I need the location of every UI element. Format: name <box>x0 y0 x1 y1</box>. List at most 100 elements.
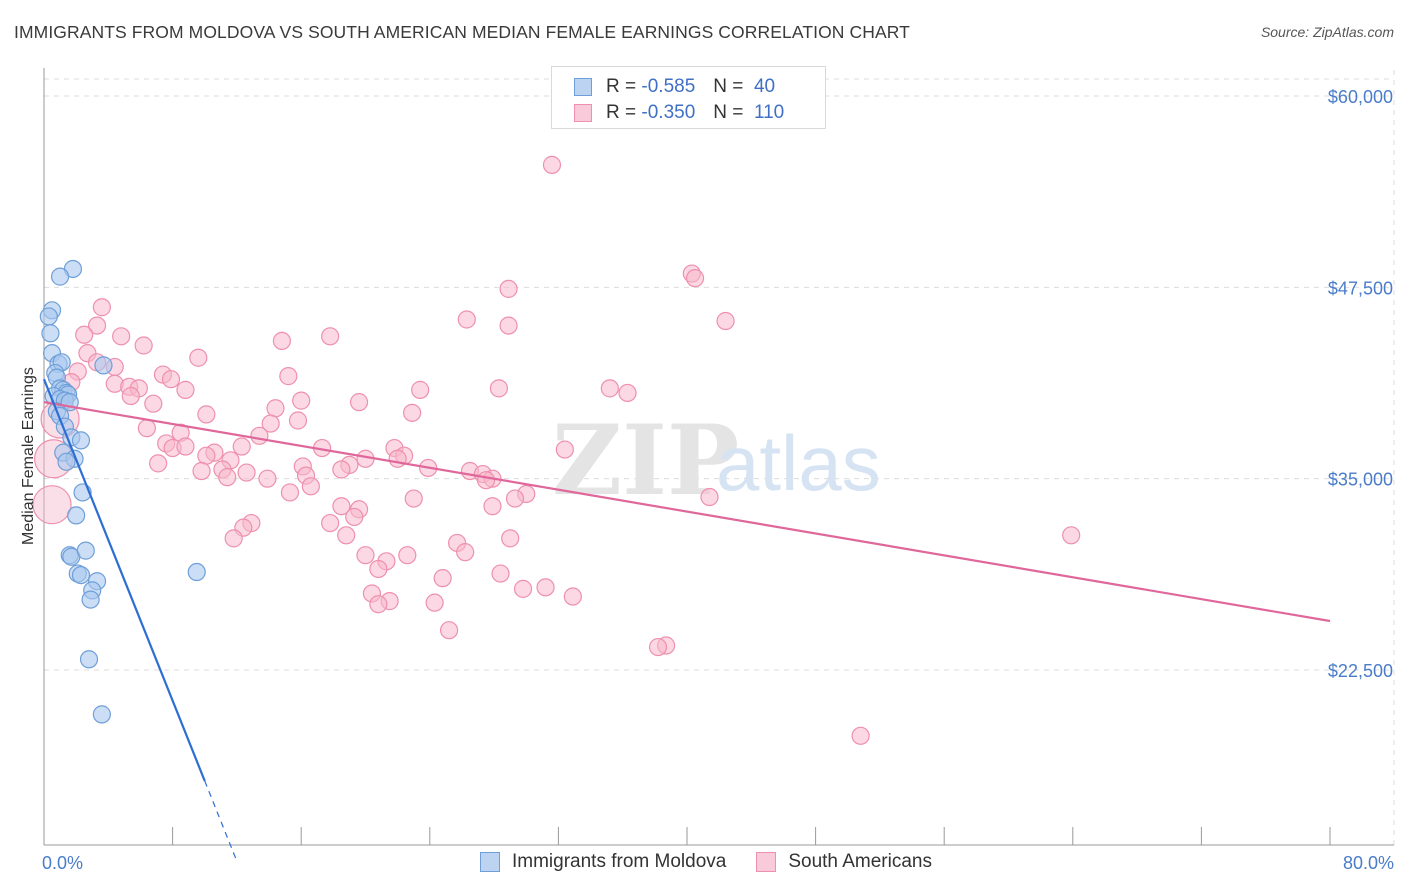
data-point-south-americans <box>75 325 94 344</box>
data-point-south-americans <box>536 578 555 597</box>
series-south-americans-points <box>32 155 1081 745</box>
data-point-south-americans <box>149 454 168 473</box>
data-point-south-americans <box>266 399 285 418</box>
data-point-south-americans <box>237 463 256 482</box>
series-legend: Immigrants from Moldova South Americans <box>480 851 962 873</box>
legend-swatch-south-americans <box>756 852 777 872</box>
legend-r-label: R = <box>606 76 637 97</box>
data-point-south-americans <box>411 380 430 399</box>
data-point-moldova <box>92 705 111 724</box>
data-point-south-americans <box>218 468 237 487</box>
data-point-south-americans <box>232 437 251 456</box>
data-point-south-americans <box>349 393 369 412</box>
legend-item-south-americans[interactable]: South Americans <box>756 851 932 873</box>
legend-swatch-moldova <box>480 852 500 872</box>
data-point-south-americans <box>332 497 351 516</box>
data-point-south-americans <box>292 391 311 410</box>
legend-item-moldova[interactable]: Immigrants from Moldova <box>480 851 726 873</box>
data-point-south-americans <box>301 477 320 496</box>
legend-n-value-moldova: 40 <box>753 76 776 97</box>
data-point-south-americans <box>388 449 407 468</box>
data-point-moldova <box>76 541 95 560</box>
data-point-south-americans <box>433 569 452 588</box>
data-point-south-americans <box>87 316 107 335</box>
data-point-south-americans <box>261 414 280 433</box>
legend-label-moldova: Immigrants from Moldova <box>512 851 727 872</box>
data-point-south-americans <box>563 587 582 606</box>
data-point-moldova <box>187 562 206 582</box>
x-tick-label: 80.0% <box>1343 853 1394 873</box>
data-point-south-americans <box>716 311 735 331</box>
data-point-south-americans <box>134 336 153 355</box>
data-point-moldova <box>71 431 91 450</box>
data-point-south-americans <box>618 383 637 403</box>
data-point-south-americans <box>1062 526 1081 545</box>
data-point-moldova <box>81 590 100 609</box>
data-point-south-americans <box>137 419 156 438</box>
data-point-south-americans <box>192 461 211 481</box>
axis-layer <box>43 68 1394 846</box>
data-point-south-americans <box>398 546 417 565</box>
data-point-south-americans <box>272 331 292 351</box>
data-point-south-americans <box>121 386 140 406</box>
data-point-south-americans <box>92 298 111 317</box>
data-point-south-americans <box>224 529 243 548</box>
data-point-south-americans <box>700 487 719 507</box>
legend-swatch-moldova <box>574 78 592 96</box>
data-point-south-americans <box>369 559 388 579</box>
data-point-south-americans <box>648 637 668 657</box>
data-point-south-americans <box>369 595 388 614</box>
data-point-moldova <box>79 650 99 669</box>
data-point-south-americans <box>161 370 181 389</box>
data-point-south-americans <box>499 279 518 298</box>
legend-row-south-americans: R = -0.350 N = 110 <box>574 101 784 125</box>
legend-n-value-south-americans: 110 <box>753 102 785 123</box>
watermark-atlas: atlas <box>716 419 881 507</box>
x-tick-labels: 0.0% 80.0% <box>42 853 1394 873</box>
data-point-south-americans <box>176 380 195 399</box>
legend-n-label: N = <box>713 76 744 97</box>
data-point-south-americans <box>332 460 351 479</box>
legend-r-value-south-americans: -0.350 <box>641 102 696 123</box>
y-tick-labels: $22,500 $35,000 $47,500 $60,000 <box>1328 87 1393 681</box>
data-point-south-americans <box>279 367 298 386</box>
trend-line-south-americans <box>43 401 1331 623</box>
data-point-south-americans <box>258 469 277 488</box>
data-point-moldova <box>39 307 58 326</box>
data-point-south-americans <box>32 485 72 525</box>
data-point-south-americans <box>439 621 459 640</box>
chart-title: IMMIGRANTS FROM MOLDOVA VS SOUTH AMERICA… <box>14 22 910 42</box>
data-point-south-americans <box>288 411 308 430</box>
data-point-moldova <box>57 452 76 471</box>
data-point-south-americans <box>321 327 340 346</box>
legend-r-value-moldova: -0.585 <box>641 76 696 97</box>
legend-n-label: N = <box>713 102 744 123</box>
y-tick-label: $47,500 <box>1328 278 1393 298</box>
data-point-south-americans <box>189 348 208 367</box>
data-point-moldova <box>50 267 70 286</box>
data-point-south-americans <box>403 403 422 422</box>
legend-row-moldova: R = -0.585 N = 40 <box>574 75 775 99</box>
data-point-south-americans <box>542 155 562 174</box>
data-point-south-americans <box>337 526 356 545</box>
data-point-south-americans <box>457 310 476 329</box>
data-point-south-americans <box>499 316 518 335</box>
data-point-south-americans <box>489 379 509 398</box>
chart-source: Source: ZipAtlas.com <box>1260 24 1394 40</box>
data-point-moldova <box>71 565 91 585</box>
series-moldova-points <box>39 259 206 724</box>
trend-line-moldova <box>42 378 206 782</box>
data-point-south-americans <box>176 437 195 456</box>
data-point-south-americans <box>513 579 533 598</box>
data-point-south-americans <box>505 489 525 508</box>
correlation-legend: R = -0.585 N = 40 R = -0.350 N = 110 <box>551 66 826 129</box>
data-point-south-americans <box>851 726 870 745</box>
data-point-south-americans <box>501 529 520 548</box>
legend-r-label: R = <box>606 102 637 123</box>
legend-label-south-americans: South Americans <box>788 851 932 872</box>
data-point-south-americans <box>483 497 502 516</box>
y-tick-label: $60,000 <box>1328 87 1393 107</box>
data-point-south-americans <box>112 327 131 346</box>
data-point-south-americans <box>197 405 216 424</box>
